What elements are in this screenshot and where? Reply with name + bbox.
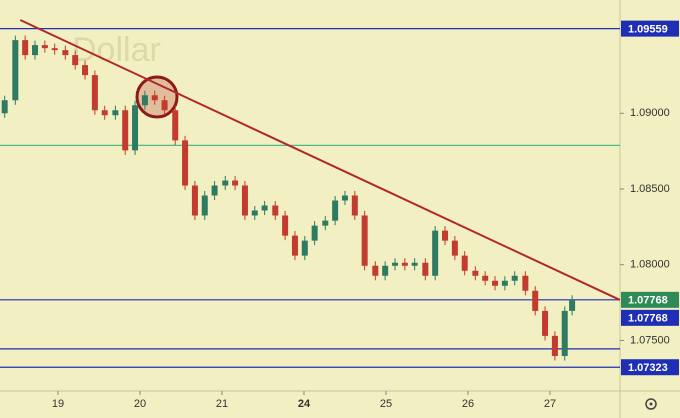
candle-body <box>82 65 89 76</box>
candle-body <box>241 185 248 216</box>
price-badge <box>621 20 679 37</box>
candle-body <box>282 215 289 236</box>
candle-body <box>482 275 489 281</box>
trend-line <box>19 19 621 301</box>
candle-body <box>222 180 229 186</box>
candle-body <box>492 280 499 286</box>
candle-body <box>511 275 518 281</box>
price-badge-label: 1.09559 <box>628 24 668 36</box>
price-badge <box>621 359 679 376</box>
y-tick-label: 1.08000 <box>630 259 670 271</box>
x-tick-label: 26 <box>462 398 474 410</box>
candle-body <box>322 220 329 226</box>
candle-body <box>51 48 58 51</box>
candle-body <box>542 310 549 336</box>
candle-body <box>201 195 208 216</box>
candle-body <box>191 185 198 216</box>
x-tick-label: 21 <box>216 398 228 410</box>
candle-body <box>569 299 576 311</box>
candle-body <box>432 230 439 276</box>
y-tick-label: 1.07500 <box>630 334 670 346</box>
x-tick-label: 24 <box>298 398 311 410</box>
candle-body <box>341 195 348 201</box>
candle-body <box>62 50 69 56</box>
settings-icon[interactable] <box>645 398 657 410</box>
candle-body <box>1 100 8 114</box>
price-badge-label: 1.07323 <box>628 362 668 374</box>
candle-body <box>172 110 179 141</box>
candle-body <box>411 262 418 266</box>
candle-body <box>32 45 39 56</box>
candle-body <box>422 262 429 276</box>
candle-body <box>401 262 408 266</box>
candle-body <box>361 215 368 266</box>
candle-body <box>501 280 508 286</box>
candle-body <box>351 195 358 216</box>
candle-body <box>332 200 339 221</box>
candle-body <box>372 265 379 276</box>
candle-body <box>472 270 479 276</box>
x-tick-label: 20 <box>134 398 146 410</box>
x-tick-label: 25 <box>380 398 392 410</box>
candle-body <box>522 275 529 291</box>
candle-body <box>301 240 308 256</box>
candle-body <box>461 255 468 271</box>
price-badge <box>621 291 679 308</box>
candle-body <box>211 185 218 196</box>
price-badge <box>621 309 679 326</box>
y-tick-label: 1.08500 <box>630 183 670 195</box>
candle-body <box>272 205 279 216</box>
candle-body <box>551 335 558 357</box>
candle-body <box>161 100 168 111</box>
price-badge-label: 1.07768 <box>628 313 668 325</box>
candle-body <box>41 45 48 49</box>
candle-body <box>232 180 239 186</box>
candle-body <box>291 235 298 256</box>
candle-body <box>561 310 568 357</box>
candle-body <box>261 205 268 211</box>
candle-body <box>182 140 189 186</box>
candle-body <box>141 95 148 106</box>
candle-body <box>311 225 318 241</box>
x-tick-label: 19 <box>52 398 64 410</box>
candle-body <box>451 240 458 256</box>
candle-body <box>442 230 449 241</box>
candle-body <box>72 55 79 66</box>
candle-body <box>532 290 539 311</box>
candle-body <box>101 110 108 116</box>
x-tick-label: 27 <box>544 398 556 410</box>
candle-body <box>251 210 258 216</box>
candle-body <box>91 75 98 111</box>
candle-body <box>12 40 19 101</box>
candle-body <box>122 110 129 151</box>
candle-body <box>22 40 29 56</box>
price-badge-label: 1.07768 <box>628 295 668 307</box>
candle-body <box>151 95 158 101</box>
candle-body <box>132 105 139 151</box>
candle-body <box>391 262 398 266</box>
y-tick-label: 1.09000 <box>630 107 670 119</box>
candle-body <box>382 265 389 276</box>
candle-body <box>112 110 119 116</box>
